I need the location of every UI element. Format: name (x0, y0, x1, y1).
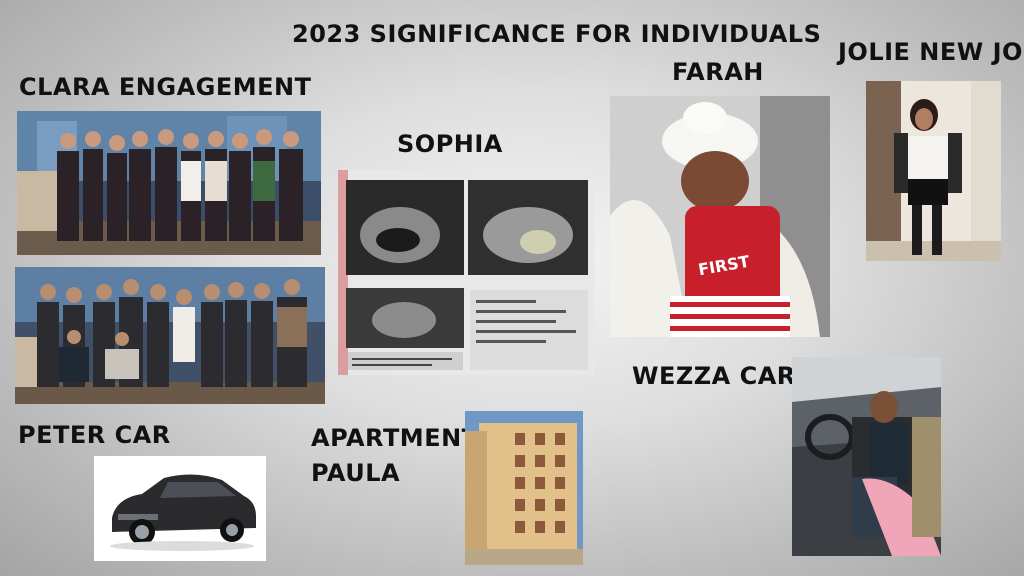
label-clara-engagement: CLARA ENGAGEMENT (19, 73, 312, 101)
label-wezza-car: WEZZA CAR (632, 362, 796, 390)
label-sophia: SOPHIA (397, 130, 503, 158)
farah-baby-photo: FIRST (610, 96, 830, 337)
label-jolie-new-job: JOLIE NEW JOB (838, 38, 1024, 66)
clara-engagement-men-photo (15, 267, 325, 404)
wezza-car-photo (792, 357, 941, 556)
clara-engagement-group-photo (17, 111, 321, 255)
sophia-ultrasound-photo (338, 170, 594, 375)
label-apartment-owner: PAULA (311, 459, 401, 487)
slide-title: 2023 SIGNIFICANCE FOR INDIVIDUALS (292, 20, 822, 48)
label-peter-car: PETER CAR (18, 421, 171, 449)
paula-apartment-building-photo (465, 411, 583, 565)
jolie-mirror-selfie-photo (866, 81, 1001, 261)
label-farah: FARAH (672, 58, 764, 86)
peter-car-photo (94, 456, 266, 561)
label-apartment: APARTMENT (311, 424, 479, 452)
